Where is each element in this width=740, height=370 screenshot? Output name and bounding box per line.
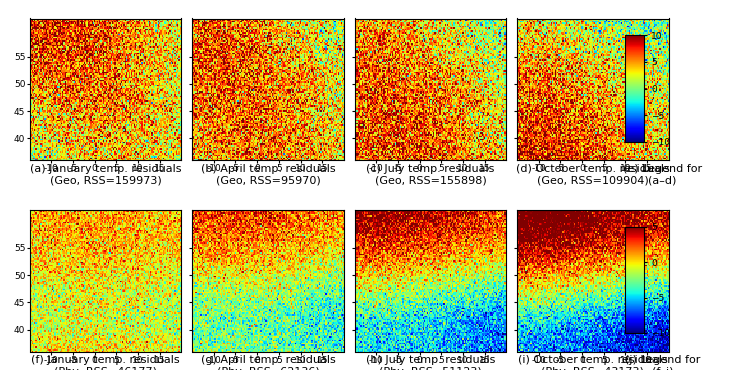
- Text: (i) October temp. residuals
(Phy, RSS=43173): (i) October temp. residuals (Phy, RSS=43…: [518, 355, 667, 370]
- Text: (h) July temp. residuals
(Phy, RSS=51123): (h) July temp. residuals (Phy, RSS=51123…: [366, 355, 495, 370]
- Text: (d) October temp. residuals
(Geo, RSS=109904): (d) October temp. residuals (Geo, RSS=10…: [516, 164, 670, 185]
- Text: (j) Legend for
(f–i): (j) Legend for (f–i): [625, 355, 700, 370]
- Text: (a) January temp. residuals
(Geo, RSS=159973): (a) January temp. residuals (Geo, RSS=15…: [30, 164, 181, 185]
- Text: (e) Legend for
(a–d): (e) Legend for (a–d): [623, 164, 702, 185]
- Text: (c) July temp. residuals
(Geo, RSS=155898): (c) July temp. residuals (Geo, RSS=15589…: [366, 164, 494, 185]
- Text: (f) January temp. residuals
(Phy, RSS=46177): (f) January temp. residuals (Phy, RSS=46…: [31, 355, 180, 370]
- Text: (b) April temp. residuals
(Geo, RSS=95970): (b) April temp. residuals (Geo, RSS=9597…: [201, 164, 335, 185]
- Text: (g) April temp. residuals
(Phy, RSS=62136): (g) April temp. residuals (Phy, RSS=6213…: [201, 355, 335, 370]
